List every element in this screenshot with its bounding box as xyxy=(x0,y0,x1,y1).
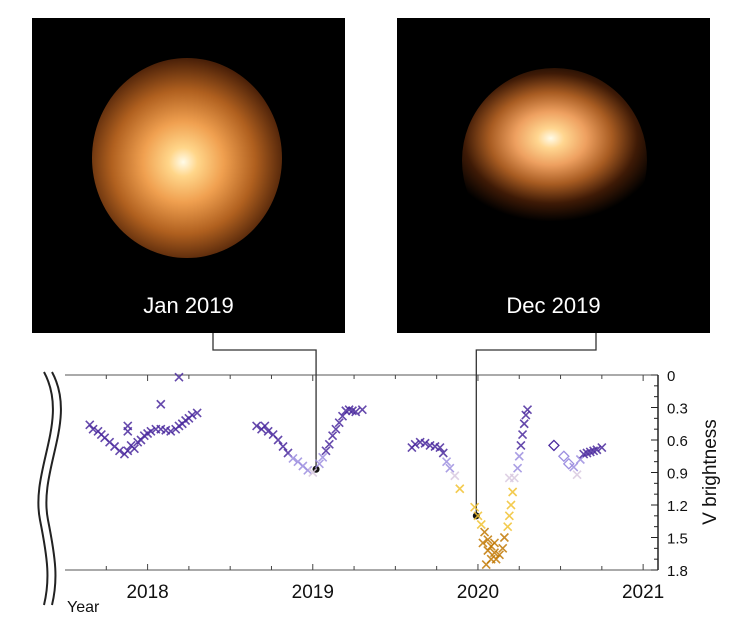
axis-break-symbol xyxy=(37,371,62,606)
data-point xyxy=(357,405,367,415)
data-point xyxy=(513,463,523,473)
data-point xyxy=(508,487,518,497)
star-glow xyxy=(462,68,647,253)
image-connector-line xyxy=(212,333,317,470)
data-point xyxy=(420,438,430,448)
data-point xyxy=(483,545,493,556)
data-point xyxy=(521,410,531,420)
data-point xyxy=(123,426,133,436)
data-point xyxy=(445,463,455,473)
data-point xyxy=(288,453,298,463)
data-point xyxy=(592,445,602,455)
data-point xyxy=(519,419,529,429)
y-tick-label: 0.6 xyxy=(667,433,688,450)
data-point xyxy=(514,451,524,461)
data-point xyxy=(314,459,324,469)
data-point xyxy=(114,446,125,456)
data-point-diamond xyxy=(548,439,560,452)
data-point xyxy=(442,457,452,467)
data-point xyxy=(470,502,480,512)
data-point xyxy=(156,399,166,409)
data-point xyxy=(479,527,490,537)
data-point xyxy=(489,548,500,558)
data-point xyxy=(494,550,504,560)
data-point xyxy=(318,452,328,462)
y-tick-label: 1.2 xyxy=(667,498,688,515)
data-point xyxy=(489,538,500,548)
data-point xyxy=(334,418,344,428)
data-point xyxy=(331,424,341,434)
data-point xyxy=(303,465,313,475)
data-point xyxy=(166,426,176,436)
data-point xyxy=(438,448,448,458)
data-point xyxy=(328,431,338,441)
image-label: Dec 2019 xyxy=(506,293,601,318)
x-tick-label: 2020 xyxy=(457,582,499,603)
y-tick-label: 0.9 xyxy=(667,466,688,483)
data-point xyxy=(263,426,273,436)
highlighted-point xyxy=(472,512,480,520)
data-point xyxy=(252,421,262,431)
data-point xyxy=(174,372,184,382)
data-point xyxy=(569,462,579,472)
star-image-jan-2019: Jan 2019 xyxy=(32,18,345,333)
data-point xyxy=(499,532,509,543)
data-point xyxy=(597,443,607,453)
y-tick-label: 1.8 xyxy=(667,563,688,580)
data-point xyxy=(187,410,197,420)
data-point xyxy=(88,424,98,434)
data-point xyxy=(504,473,514,483)
data-point xyxy=(410,439,420,449)
data-point xyxy=(503,522,513,532)
y-tick-label: 1.5 xyxy=(667,531,688,548)
data-point xyxy=(146,426,156,436)
data-point xyxy=(324,439,334,449)
image-label: Jan 2019 xyxy=(143,293,234,318)
data-point-diamond xyxy=(557,450,570,463)
data-point xyxy=(516,440,526,450)
data-point xyxy=(498,543,508,553)
data-point xyxy=(522,405,533,415)
data-point xyxy=(486,554,496,564)
star-glow xyxy=(92,58,282,258)
image-connector-line xyxy=(475,333,597,516)
y-tick-label: 0 xyxy=(667,368,675,385)
data-point-diamond xyxy=(562,457,575,470)
data-point xyxy=(450,471,460,481)
data-point xyxy=(192,408,202,418)
data-point xyxy=(517,430,528,440)
x-tick-label: 2021 xyxy=(622,582,664,603)
y-axis-label: V brightness xyxy=(700,419,721,525)
data-point xyxy=(260,421,270,431)
data-point xyxy=(572,470,582,480)
data-point xyxy=(483,535,493,545)
star-image-dec-2019: Dec 2019 xyxy=(397,18,710,333)
x-axis-label: Year xyxy=(67,599,100,616)
data-point xyxy=(351,407,361,417)
x-tick-label: 2019 xyxy=(292,582,334,603)
data-point xyxy=(123,446,133,456)
data-point xyxy=(278,441,288,452)
data-point xyxy=(504,511,514,521)
data-point xyxy=(321,446,331,456)
data-point xyxy=(476,519,486,530)
data-point xyxy=(435,443,445,453)
x-tick-label: 2018 xyxy=(126,582,168,603)
data-point xyxy=(129,444,139,454)
y-tick-label: 0.3 xyxy=(667,401,688,418)
data-point xyxy=(478,538,488,548)
data-point xyxy=(308,467,318,478)
data-point xyxy=(273,435,283,445)
data-point xyxy=(473,511,483,521)
data-point xyxy=(506,500,516,510)
data-point xyxy=(455,484,465,494)
